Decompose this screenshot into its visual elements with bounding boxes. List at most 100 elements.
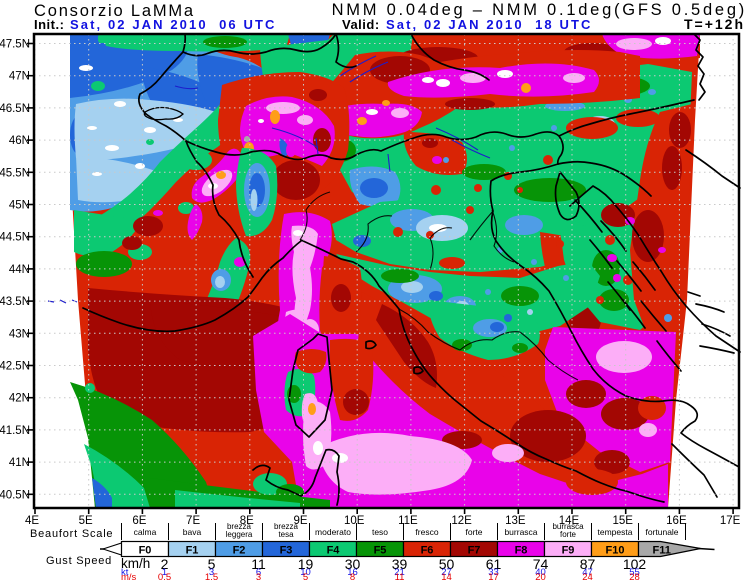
svg-text:forte: forte <box>465 527 482 537</box>
svg-text:3: 3 <box>209 567 214 578</box>
svg-text:1.5: 1.5 <box>205 572 218 580</box>
svg-text:14: 14 <box>441 572 452 580</box>
svg-text:44N: 44N <box>9 264 30 276</box>
svg-text:44.5N: 44.5N <box>0 232 30 244</box>
svg-text:F5: F5 <box>374 545 387 557</box>
svg-text:11: 11 <box>395 572 405 580</box>
svg-text:burrasca: burrasca <box>552 522 584 531</box>
svg-text:brezza: brezza <box>274 522 299 531</box>
svg-text:11: 11 <box>251 556 266 572</box>
svg-text:8E: 8E <box>240 515 254 527</box>
svg-text:30: 30 <box>345 556 361 572</box>
svg-text:F10: F10 <box>606 545 625 557</box>
svg-text:17: 17 <box>488 572 499 580</box>
svg-text:41.5N: 41.5N <box>0 425 30 437</box>
svg-text:19: 19 <box>298 556 314 572</box>
svg-text:Gust Speed: Gust Speed <box>46 555 112 567</box>
svg-text:47N: 47N <box>9 71 30 83</box>
svg-text:Valid:: Valid: <box>342 17 380 32</box>
svg-text:Sat, 02 JAN 2010 06 UTC: Sat, 02 JAN 2010 06 UTC <box>70 17 276 32</box>
svg-text:14E: 14E <box>559 515 580 527</box>
svg-text:21: 21 <box>394 567 405 578</box>
svg-text:61: 61 <box>486 556 502 572</box>
svg-text:0.5: 0.5 <box>158 572 171 580</box>
svg-text:burrasca: burrasca <box>504 527 537 537</box>
svg-text:calma: calma <box>134 527 157 537</box>
svg-text:6E: 6E <box>132 515 146 527</box>
svg-text:50: 50 <box>439 556 455 572</box>
svg-text:3: 3 <box>256 572 261 580</box>
svg-text:41N: 41N <box>9 457 30 469</box>
svg-text:47: 47 <box>582 567 593 578</box>
svg-text:102: 102 <box>623 556 647 572</box>
svg-text:1: 1 <box>162 567 167 578</box>
svg-text:13E: 13E <box>505 515 526 527</box>
svg-text:4E: 4E <box>25 515 39 527</box>
svg-text:5: 5 <box>303 572 308 580</box>
svg-text:forte: forte <box>560 530 577 539</box>
svg-text:17E: 17E <box>720 515 741 527</box>
svg-text:12E: 12E <box>451 515 472 527</box>
svg-text:74: 74 <box>533 556 549 572</box>
svg-text:10E: 10E <box>344 515 365 527</box>
svg-text:40: 40 <box>535 567 546 578</box>
svg-text:F1: F1 <box>186 545 199 557</box>
svg-text:2: 2 <box>161 556 169 572</box>
svg-text:87: 87 <box>580 556 596 572</box>
svg-text:leggera: leggera <box>226 530 253 539</box>
svg-text:42N: 42N <box>9 393 30 405</box>
svg-text:20: 20 <box>535 572 546 580</box>
svg-text:teso: teso <box>372 527 388 537</box>
svg-text:27: 27 <box>441 567 452 578</box>
svg-text:F11: F11 <box>653 545 671 557</box>
svg-text:bava: bava <box>183 527 202 537</box>
svg-text:16: 16 <box>347 567 358 578</box>
svg-text:brezza: brezza <box>227 522 252 531</box>
svg-text:7E: 7E <box>186 515 200 527</box>
svg-text:F2: F2 <box>233 545 246 557</box>
svg-text:15E: 15E <box>612 515 633 527</box>
svg-text:moderato: moderato <box>315 527 351 537</box>
svg-text:F3: F3 <box>280 545 293 557</box>
svg-text:40.5N: 40.5N <box>0 489 30 501</box>
svg-text:fresco: fresco <box>415 527 438 537</box>
svg-text:T=+12h: T=+12h <box>684 16 745 32</box>
svg-text:39: 39 <box>392 556 408 572</box>
svg-text:9E: 9E <box>293 515 307 527</box>
svg-text:Init.:: Init.: <box>34 17 64 32</box>
svg-text:F8: F8 <box>515 545 528 557</box>
svg-text:F9: F9 <box>562 545 575 557</box>
svg-text:45N: 45N <box>9 200 30 212</box>
svg-text:46.5N: 46.5N <box>0 103 30 115</box>
svg-text:47.5N: 47.5N <box>0 39 30 51</box>
svg-text:F0: F0 <box>139 545 152 557</box>
svg-text:43.5N: 43.5N <box>0 296 30 308</box>
svg-text:NMM 0.04deg – NMM 0.1deg(GFS 0: NMM 0.04deg – NMM 0.1deg(GFS 0.5deg) <box>332 1 747 19</box>
svg-text:kt: kt <box>121 567 129 578</box>
svg-text:10: 10 <box>300 567 311 578</box>
svg-text:28: 28 <box>629 572 640 580</box>
svg-text:55: 55 <box>629 567 640 578</box>
svg-text:6: 6 <box>256 567 261 578</box>
svg-text:5: 5 <box>208 556 216 572</box>
svg-text:11E: 11E <box>398 515 418 527</box>
svg-text:46N: 46N <box>9 135 30 147</box>
svg-text:16E: 16E <box>666 515 687 527</box>
svg-text:tempesta: tempesta <box>598 527 633 537</box>
svg-text:fortunale: fortunale <box>645 527 678 537</box>
svg-text:F6: F6 <box>421 545 434 557</box>
svg-text:Consorzio LaMMa: Consorzio LaMMa <box>34 2 195 20</box>
svg-text:8: 8 <box>350 572 355 580</box>
svg-text:24: 24 <box>582 572 593 580</box>
svg-text:45.5N: 45.5N <box>0 167 30 179</box>
svg-text:Sat, 02 JAN 2010 18 UTC: Sat, 02 JAN 2010 18 UTC <box>386 17 592 32</box>
svg-text:m/s: m/s <box>121 572 137 580</box>
svg-text:33: 33 <box>488 567 499 578</box>
svg-text:Beaufort Scale: Beaufort Scale <box>30 528 113 540</box>
svg-text:km/h: km/h <box>121 556 150 571</box>
svg-text:F7: F7 <box>468 545 481 557</box>
svg-text:5E: 5E <box>79 515 93 527</box>
svg-text:43N: 43N <box>9 328 30 340</box>
svg-text:F4: F4 <box>327 545 341 557</box>
svg-text:42.5N: 42.5N <box>0 361 30 373</box>
